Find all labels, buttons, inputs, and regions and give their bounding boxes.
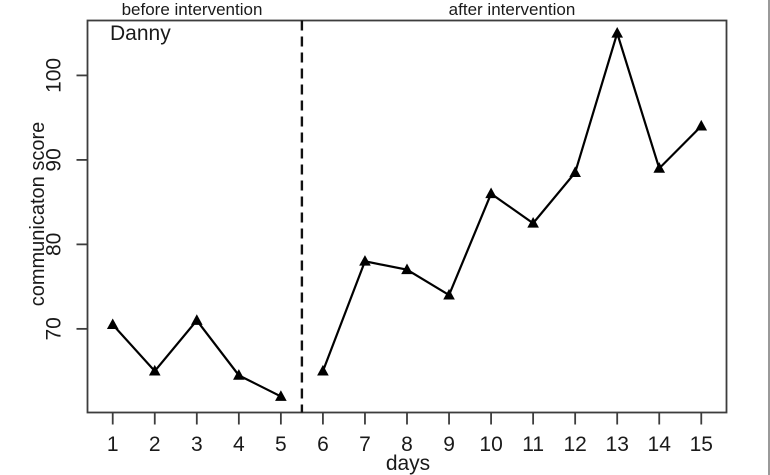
x-tick-label: 12 [563, 433, 586, 456]
data-point-marker [106, 318, 119, 330]
data-point-marker [233, 369, 245, 380]
x-tick-label: 1 [107, 433, 119, 456]
y-tick-label: 100 [43, 58, 66, 93]
y-tick-label: 70 [43, 317, 66, 340]
data-point-marker [695, 119, 708, 131]
data-point-marker [653, 162, 666, 173]
x-tick-label: 9 [443, 433, 455, 456]
data-point-marker [569, 166, 581, 177]
x-tick-label: 6 [317, 433, 329, 456]
x-axis-title: days [385, 452, 431, 475]
data-point-marker [611, 26, 623, 38]
x-tick-label: 7 [359, 433, 371, 456]
data-point-marker [527, 217, 539, 228]
data-point-marker [359, 255, 371, 266]
y-tick-label: 80 [43, 233, 66, 256]
x-tick-label: 4 [233, 433, 245, 456]
x-tick-label: 13 [606, 433, 629, 456]
data-line-phase-after [321, 29, 703, 372]
y-axis-title: communicaton score [27, 121, 49, 307]
x-tick-label: 10 [479, 433, 502, 456]
x-tick-label: 14 [648, 433, 672, 456]
x-tick-label: 11 [522, 433, 544, 456]
x-tick-label: 15 [690, 433, 713, 456]
x-tick-label: 5 [275, 433, 287, 456]
phase-title-after: after intervention [448, 0, 576, 19]
data-line-phase-before [111, 318, 282, 398]
data-point-marker [443, 288, 455, 300]
y-tick-label: 90 [43, 148, 66, 171]
x-tick-label: 8 [401, 433, 413, 456]
data-point-marker [485, 187, 497, 199]
data-point-marker [148, 364, 161, 376]
x-tick-label: 3 [191, 433, 203, 456]
data-point-marker [317, 364, 329, 376]
x-tick-label: 2 [149, 433, 161, 456]
data-point-marker [401, 263, 413, 275]
participant-label: Danny [110, 22, 171, 45]
data-point-marker [275, 390, 287, 401]
phase-title-before: before intervention [121, 0, 263, 19]
data-point-marker [191, 314, 203, 325]
